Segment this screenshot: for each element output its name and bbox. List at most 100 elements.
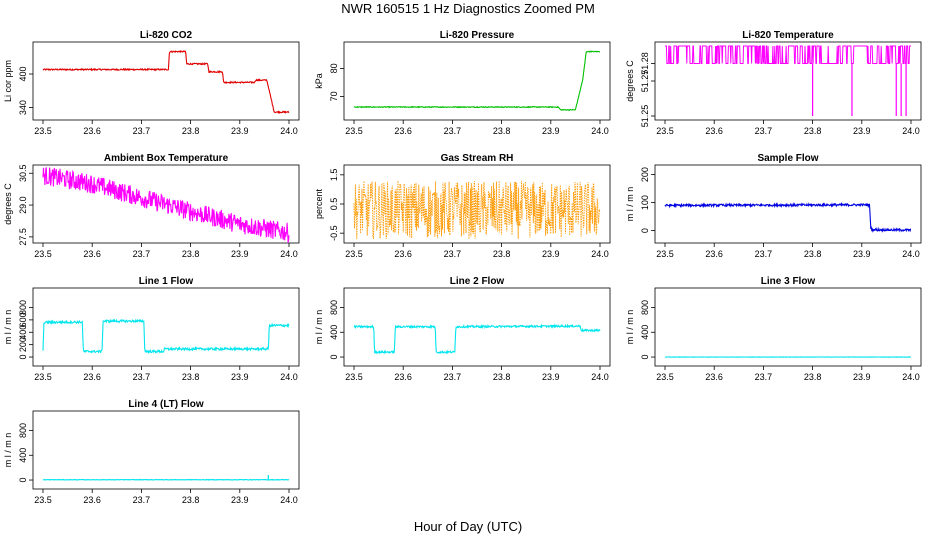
data-trace	[42, 478, 290, 481]
y-axis-label: m l / m n	[625, 187, 635, 222]
x-tick-label: 24.0	[280, 372, 298, 382]
plot-frame	[343, 41, 611, 121]
y-tick-label: 70	[329, 91, 339, 101]
x-tick-label: 24.0	[902, 249, 920, 259]
x-tick-label: 23.7	[755, 249, 773, 259]
x-tick-label: 23.6	[83, 126, 101, 136]
data-trace	[353, 50, 600, 112]
y-axis-label: m l / m n	[3, 310, 13, 345]
x-tick-label: 24.0	[280, 495, 298, 505]
figure-title: NWR 160515 1 Hz Diagnostics Zoomed PM	[341, 1, 595, 16]
x-tick-label: 24.0	[591, 126, 609, 136]
y-tick-label: 0	[640, 355, 650, 360]
plot-frame	[654, 164, 922, 244]
figure-xlabel: Hour of Day (UTC)	[414, 519, 522, 534]
y-tick-label: 400	[18, 448, 28, 463]
chart-panel: Line 3 Flow 23.5 23.6 23.7 23.8 23.9 24.0 0 400 8…	[625, 276, 922, 382]
chart-panel: Li-820 Pressure 23.5 23.6 23.7 23.8 23.9 24.0 7…	[314, 30, 611, 136]
y-tick-label: 340	[18, 100, 28, 115]
chart-title: Ambient Box Temperature	[104, 153, 229, 164]
x-tick-label: 23.9	[231, 495, 249, 505]
x-tick-label: 24.0	[591, 372, 609, 382]
chart-title: Line 2 Flow	[450, 276, 505, 287]
x-tick-label: 23.6	[394, 372, 412, 382]
x-tick-label: 23.6	[83, 249, 101, 259]
y-tick-label: 400	[640, 325, 650, 340]
chart-title: Sample Flow	[757, 153, 818, 164]
y-axis-label: degrees C	[625, 60, 635, 102]
chart-panel: Li-820 CO2 23.5 23.6 23.7 23.8 23.9 24.0 340 400…	[3, 30, 300, 136]
chart-title: Line 4 (LT) Flow	[128, 399, 204, 410]
x-tick-label: 23.9	[853, 249, 871, 259]
x-tick-label: 23.6	[83, 372, 101, 382]
x-tick-label: 23.7	[133, 372, 151, 382]
chart-title: Line 3 Flow	[761, 276, 816, 287]
x-tick-label: 23.6	[394, 249, 412, 259]
y-tick-label: 1.5	[329, 169, 339, 182]
x-tick-label: 23.9	[542, 372, 560, 382]
y-axis-label: Li cor ppm	[3, 60, 13, 102]
x-tick-label: 24.0	[902, 372, 920, 382]
y-tick-label: -0.5	[329, 225, 339, 241]
y-tick-label: 200	[18, 337, 28, 352]
panel-grid: Li-820 CO2 23.5 23.6 23.7 23.8 23.9 24.0 340 400…	[3, 30, 922, 505]
x-tick-label: 23.5	[656, 372, 674, 382]
x-tick-label: 23.5	[345, 372, 363, 382]
y-tick-label: 400	[18, 66, 28, 81]
y-axis-label: percent	[314, 188, 324, 219]
x-tick-label: 23.6	[705, 372, 723, 382]
data-trace	[353, 323, 601, 355]
chart-title: Li-820 Temperature	[742, 30, 834, 41]
x-tick-label: 23.7	[133, 495, 151, 505]
plot-frame	[32, 410, 300, 490]
x-tick-label: 23.6	[394, 126, 412, 136]
y-tick-label: 0	[18, 478, 28, 483]
y-tick-label: 0.5	[329, 198, 339, 211]
y-tick-label: 800	[329, 300, 339, 315]
y-tick-label: 30.5	[18, 164, 28, 182]
chart-panel: Line 4 (LT) Flow 23.5 23.6 23.7 23.8 23.9 24.0…	[3, 399, 300, 505]
x-tick-label: 23.8	[804, 249, 822, 259]
x-tick-label: 23.7	[444, 249, 462, 259]
y-tick-label: 51.27	[640, 70, 650, 93]
x-tick-label: 23.8	[493, 372, 511, 382]
x-tick-label: 23.5	[656, 126, 674, 136]
y-axis-label: kPa	[314, 73, 324, 89]
y-axis-label: m l / m n	[3, 433, 13, 468]
y-tick-label: 0	[329, 355, 339, 360]
x-tick-label: 23.9	[853, 126, 871, 136]
y-tick-label: 200	[640, 167, 650, 182]
chart-title: Li-820 Pressure	[440, 30, 515, 41]
plot-frame	[654, 287, 922, 367]
x-tick-label: 23.5	[34, 372, 52, 382]
plot-frame	[343, 287, 611, 367]
data-trace	[42, 167, 290, 244]
x-tick-label: 24.0	[902, 126, 920, 136]
x-tick-label: 23.8	[182, 249, 200, 259]
chart-panel: Li-820 Temperature 23.5 23.6 23.7 23.8 23.9 24…	[625, 30, 922, 136]
y-tick-label: 400	[329, 325, 339, 340]
y-tick-label: 0	[640, 228, 650, 233]
chart-title: Li-820 CO2	[140, 30, 193, 41]
y-tick-label: 800	[640, 300, 650, 315]
x-tick-label: 23.9	[542, 126, 560, 136]
x-tick-label: 23.5	[345, 249, 363, 259]
x-tick-label: 23.7	[755, 372, 773, 382]
y-tick-label: 100	[640, 195, 650, 210]
y-axis-label: degrees C	[3, 183, 13, 225]
x-tick-label: 23.9	[231, 249, 249, 259]
x-tick-label: 23.6	[83, 495, 101, 505]
x-tick-label: 23.5	[34, 495, 52, 505]
x-tick-label: 23.9	[231, 372, 249, 382]
chart-panel: Ambient Box Temperature 23.5 23.6 23.7 23.8 2…	[3, 153, 300, 259]
data-trace	[42, 50, 290, 114]
y-tick-label: 27.5	[18, 228, 28, 246]
y-tick-label: 80	[329, 63, 339, 73]
x-tick-label: 23.5	[34, 249, 52, 259]
x-tick-label: 24.0	[280, 126, 298, 136]
x-tick-label: 23.7	[755, 126, 773, 136]
plot-frame	[32, 41, 300, 121]
x-tick-label: 23.6	[705, 126, 723, 136]
x-tick-label: 23.6	[705, 249, 723, 259]
